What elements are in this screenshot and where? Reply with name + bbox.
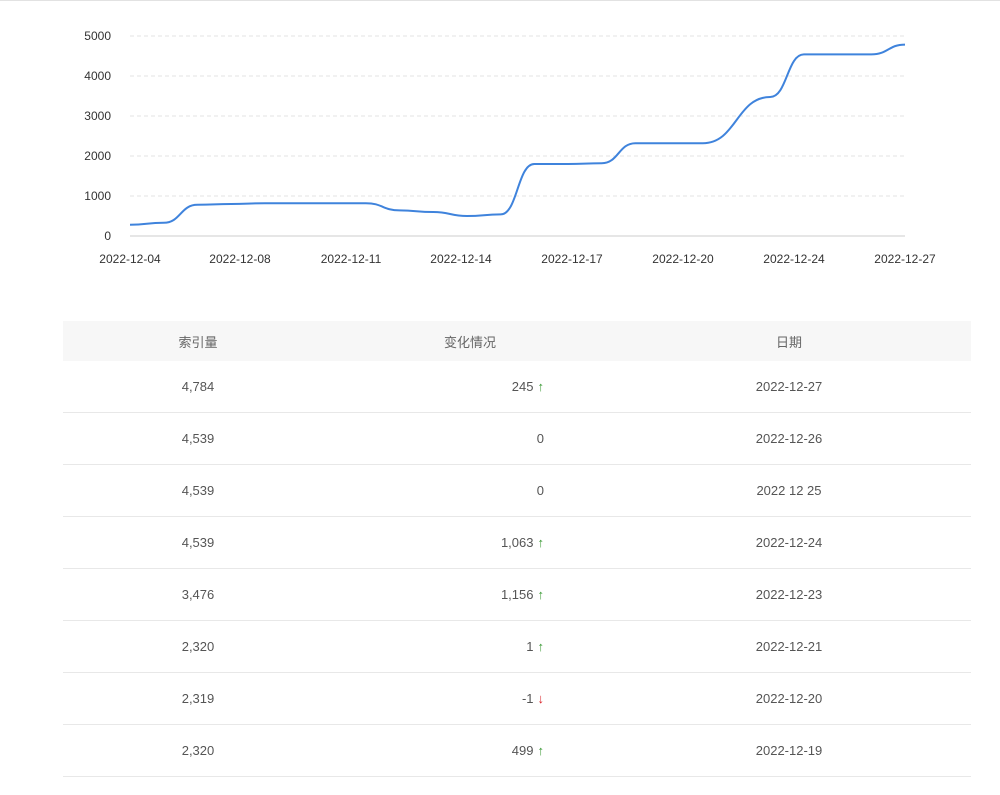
change-wrapper: 245 ↑ [512,379,607,394]
change-value: -1 [521,691,534,706]
index-value: 4,539 [63,464,333,517]
table-header-row: 索引量 变化情况 日期 [63,321,971,361]
index-value: 3,476 [63,568,333,621]
index-series-line [129,43,906,226]
arrow-down-icon: ↓ [537,691,545,706]
header-index: 索引量 [63,321,333,361]
table-row: 2,319 -1 ↓ 2022-12-20 [63,672,971,725]
x-tick-label: 2022-12-04 [99,252,161,266]
date-value: 2022-12-19 [607,724,971,777]
x-tick-label: 2022-12-17 [541,252,603,266]
table-row: 3,476 1,156 ↑ 2022-12-23 [63,568,971,621]
change-value: 0 [536,483,544,498]
index-table-container: 索引量 变化情况 日期 4,784 245 ↑ 2022-12-27 4,539 0 202… [63,321,971,777]
change-cell: -1 ↓ [333,672,607,725]
change-value: 245 [511,379,534,394]
date-value: 2022-12-27 [607,361,971,413]
change-wrapper: 499 ↑ [512,743,607,758]
index-value: 2,320 [63,724,333,777]
top-border [0,0,1000,1]
change-cell: 245 ↑ [333,361,607,413]
change-value: 1,063 [500,535,534,550]
table-row: 4,784 245 ↑ 2022-12-27 [63,361,971,413]
table-row: 4,539 0 2022 12 25 [63,464,971,517]
x-tick-label: 2022-12-27 [874,252,936,266]
date-value: 2022-12-26 [607,412,971,465]
index-value: 2,319 [63,672,333,725]
x-tick-label: 2022-12-24 [763,252,825,266]
date-value: 2022 12 25 [607,464,971,517]
change-cell: 1,156 ↑ [333,568,607,621]
change-value: 499 [511,743,534,758]
y-tick-label: 5000 [84,29,111,43]
y-tick-label: 2000 [84,149,111,163]
index-value: 4,539 [63,412,333,465]
index-value: 2,320 [63,620,333,673]
arrow-up-icon: ↑ [537,535,545,550]
index-table: 索引量 变化情况 日期 4,784 245 ↑ 2022-12-27 4,539 0 202… [63,321,971,777]
x-tick-label: 2022-12-14 [430,252,492,266]
change-wrapper: 0 [537,483,607,498]
change-wrapper: -1 ↓ [522,691,607,706]
y-tick-label: 3000 [84,109,111,123]
y-tick-label: 1000 [84,189,111,203]
y-tick-label: 0 [104,229,111,243]
change-cell: 1 ↑ [333,620,607,673]
table-row: 4,539 1,063 ↑ 2022-12-24 [63,516,971,569]
change-value: 0 [536,431,544,446]
index-trend-chart: 0 1000 2000 3000 4000 5000 2022-12-04 2022-12-… [84,29,936,266]
change-wrapper: 1 ↑ [526,639,607,654]
change-wrapper: 0 [537,431,607,446]
change-cell: 499 ↑ [333,724,607,777]
x-tick-label: 2022-12-08 [209,252,271,266]
change-cell: 1,063 ↑ [333,516,607,569]
arrow-up-icon: ↑ [537,743,545,758]
change-value: 1,156 [500,587,534,602]
change-cell: 0 [333,412,607,465]
date-value: 2022-12-20 [607,672,971,725]
change-value: 1 [526,639,534,654]
change-cell: 0 [333,464,607,517]
arrow-up-icon: ↑ [537,587,545,602]
date-value: 2022-12-21 [607,620,971,673]
index-value: 4,784 [63,361,333,413]
x-tick-label: 2022-12-20 [652,252,714,266]
x-tick-label: 2022-12-11 [321,252,382,266]
table-row: 2,320 499 ↑ 2022-12-19 [63,724,971,777]
table-row: 4,539 0 2022-12-26 [63,412,971,465]
table-row: 2,320 1 ↑ 2022-12-21 [63,620,971,673]
arrow-up-icon: ↑ [537,639,545,654]
header-date: 日期 [607,321,971,361]
change-wrapper: 1,063 ↑ [501,535,607,550]
date-value: 2022-12-23 [607,568,971,621]
index-value: 4,539 [63,516,333,569]
date-value: 2022-12-24 [607,516,971,569]
arrow-up-icon: ↑ [537,379,545,394]
y-tick-label: 4000 [84,69,111,83]
header-change: 变化情况 [333,321,607,361]
change-wrapper: 1,156 ↑ [501,587,607,602]
